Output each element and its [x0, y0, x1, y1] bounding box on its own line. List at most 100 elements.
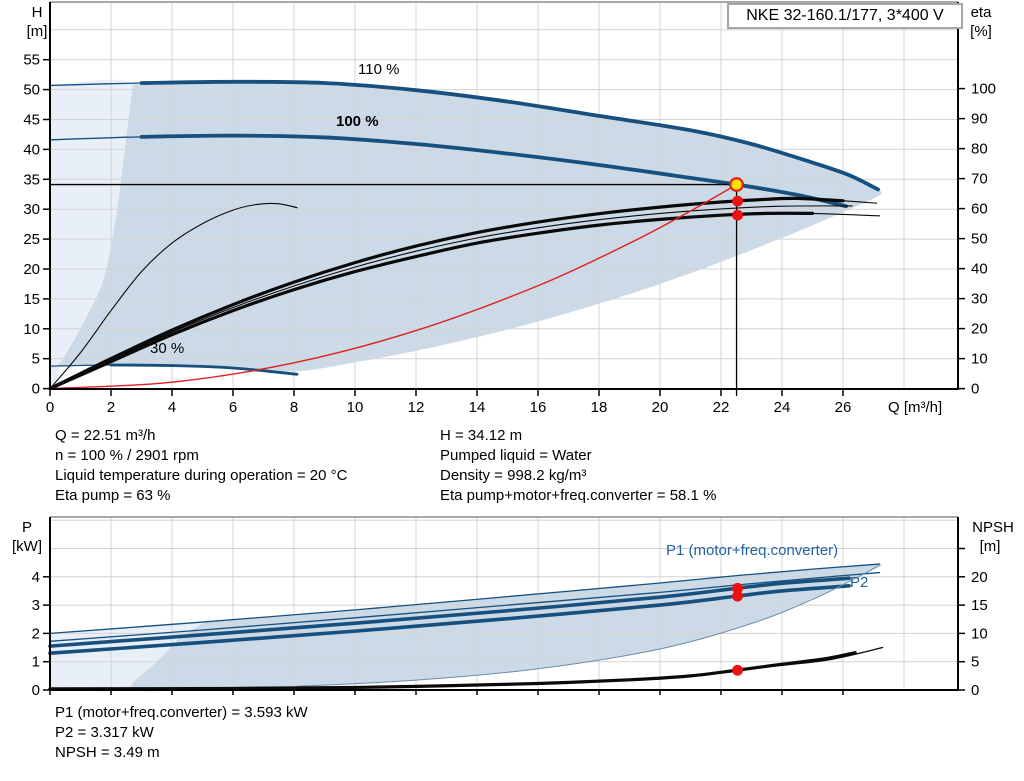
pumped-liquid-value: Pumped liquid = Water: [440, 447, 592, 464]
left-tick-label: 35: [23, 171, 40, 188]
x-tick-label: 0: [46, 399, 54, 416]
speed-30-curve: [109, 363, 299, 376]
left-axis-unit: [m]: [27, 23, 48, 40]
left-axis-title: P: [22, 519, 32, 536]
power-info: P1 (motor+freq.converter) = 3.593 kW P2 …: [55, 703, 308, 763]
right-tick-label: 20: [971, 321, 988, 338]
x-tick-label: 8: [290, 399, 298, 416]
left-tick-label: 2: [32, 625, 40, 642]
x-tick-label: 18: [591, 399, 608, 416]
left-tick-label: 55: [23, 52, 40, 69]
right-tick-label: 0: [971, 381, 979, 398]
eta-total-point: [732, 209, 743, 221]
right-tick-label: 20: [971, 569, 988, 586]
p1-100-curve: [48, 576, 851, 648]
eta-motor-curve: [49, 205, 853, 390]
left-tick-label: 10: [23, 321, 40, 338]
head-value: H = 34.12 m: [440, 427, 523, 444]
speed-value: n = 100 % / 2901 rpm: [55, 447, 199, 464]
eta-total-value: Eta pump+motor+freq.converter = 58.1 %: [440, 487, 717, 504]
left-tick-label: 0: [32, 682, 40, 699]
right-axis-unit: [m]: [980, 538, 1001, 555]
speed-100-label: 100 %: [336, 113, 379, 130]
speed-110-label: 110 %: [358, 61, 400, 78]
x-tick-label: 16: [530, 399, 547, 416]
left-axis-title: H: [32, 4, 43, 21]
p2-110-curve: [49, 571, 881, 642]
qh-chart: 0510152025303540455055010203040506070809…: [23, 1, 996, 416]
left-tick-label: 50: [23, 82, 40, 99]
x-tick-label: 12: [408, 399, 425, 416]
p2-point: [732, 590, 743, 602]
x-tick-label: 4: [168, 399, 176, 416]
right-tick-label: 100: [971, 81, 996, 98]
right-tick-label: 90: [971, 111, 988, 128]
p1-curve-label: P1 (motor+freq.converter): [666, 542, 839, 559]
x-tick-label: 22: [713, 399, 730, 416]
x-tick-label: 20: [652, 399, 669, 416]
eta-pump-point: [732, 195, 743, 207]
speed-110-curve: [139, 79, 880, 192]
left-tick-label: 4: [32, 569, 40, 586]
right-tick-label: 0: [971, 682, 979, 699]
operating-envelope: [130, 563, 882, 692]
p2-value: P2 = 3.317 kW: [55, 724, 154, 741]
gridlines: [50, 2, 958, 389]
system-curve: [49, 183, 738, 390]
right-tick-label: 5: [971, 654, 979, 671]
pump-model-label: NKE 32-160.1/177, 3*400 V: [746, 7, 944, 24]
x-tick-label: 10: [347, 399, 364, 416]
right-tick-label: 40: [971, 261, 988, 278]
left-tick-label: 45: [23, 112, 40, 129]
right-tick-label: 70: [971, 171, 988, 188]
x-axis-title: Q [m³/h]: [888, 399, 942, 416]
x-tick-label: 24: [774, 399, 791, 416]
left-tick-label: 30: [23, 201, 40, 218]
x-tick-label: 26: [835, 399, 852, 416]
right-tick-label: 15: [971, 597, 988, 614]
right-tick-label: 80: [971, 141, 988, 158]
pump-title-box: NKE 32-160.1/177, 3*400 V: [727, 3, 963, 29]
p1-value: P1 (motor+freq.converter) = 3.593 kW: [55, 704, 308, 721]
left-tick-label: 1: [32, 654, 40, 671]
npsh-curve: [48, 651, 857, 691]
duty-point-marker: [729, 177, 744, 192]
right-axis-title: NPSH: [972, 519, 1014, 536]
left-tick-label: 40: [23, 141, 40, 158]
flow-value: Q = 22.51 m³/h: [55, 427, 156, 444]
eta-reduced-speed-curve: [49, 202, 298, 390]
npsh-value: NPSH = 3.49 m: [55, 744, 160, 761]
max-flow-boundary-line: [296, 564, 881, 687]
duty-info-right: H = 34.12 m Pumped liquid = Water Densit…: [440, 426, 716, 506]
right-tick-label: 10: [971, 625, 988, 642]
x-tick-label: 6: [229, 399, 237, 416]
p2-100-curve: [48, 584, 851, 656]
right-axis-title: eta: [971, 4, 993, 21]
gridlines: [50, 517, 958, 690]
duty-info-left: Q = 22.51 m³/h n = 100 % / 2901 rpm Liqu…: [55, 426, 347, 506]
x-tick-label: 14: [469, 399, 486, 416]
npsh-point: [732, 664, 743, 676]
left-tick-label: 25: [23, 231, 40, 248]
left-tick-label: 5: [32, 351, 40, 368]
p2-curve-label: P2: [850, 574, 869, 591]
right-axis-unit: [%]: [970, 23, 992, 40]
left-tick-label: 3: [32, 597, 40, 614]
density-value: Density = 998.2 kg/m³: [440, 467, 587, 484]
npsh-branch-curve: [766, 646, 884, 668]
left-tick-label: 20: [23, 261, 40, 278]
p1-110-curve: [49, 563, 881, 635]
low-flow-region: [50, 79, 138, 391]
speed-30-label: 30 %: [150, 340, 185, 357]
right-tick-label: 50: [971, 231, 988, 248]
x-tick-label: 2: [107, 399, 115, 416]
eta-total-curve: [48, 211, 815, 391]
left-axis-unit: [kW]: [12, 538, 42, 555]
right-tick-label: 10: [971, 351, 988, 368]
speed-100-curve: [139, 133, 848, 209]
right-tick-label: 60: [971, 201, 988, 218]
right-tick-label: 30: [971, 291, 988, 308]
power-npsh-chart: 0 1 2 3 4 0 5 10 15 20 P [kW] NPSH [m]: [12, 516, 1014, 699]
